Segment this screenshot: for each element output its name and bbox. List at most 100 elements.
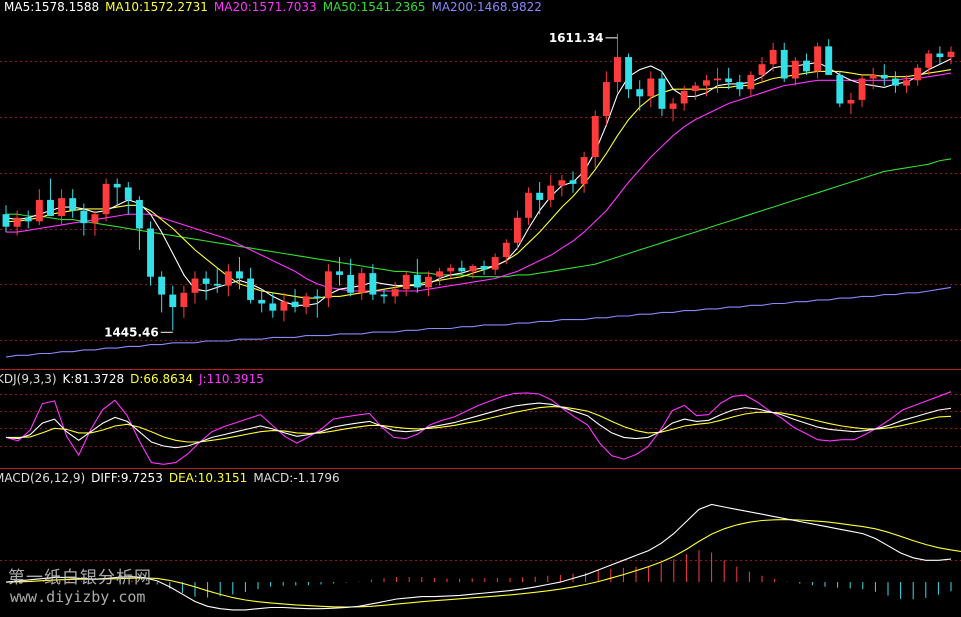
candle-body (369, 273, 377, 295)
watermark-url: www.diyizby.com (10, 588, 146, 606)
ma-line-ma200 (5, 286, 952, 358)
candle-body (124, 187, 132, 200)
candle-body (769, 49, 777, 65)
candle-body (736, 82, 744, 90)
candle-body (891, 78, 899, 86)
candle-body (947, 51, 955, 58)
candle-body (647, 78, 655, 97)
candle-body (869, 74, 877, 79)
candle-body (358, 273, 366, 293)
candle-body (269, 303, 277, 311)
candle-body (191, 278, 199, 293)
candle-body (880, 74, 888, 79)
candle-body (825, 46, 833, 75)
candle-body (436, 271, 444, 277)
legend-entry: K:81.3728 (62, 372, 125, 386)
candle-body (469, 266, 477, 272)
macd-legend: MACD(26,12,9) DIFF:9.7253 DEA:10.3151 MACD:… (0, 471, 346, 485)
candle-body (780, 49, 788, 79)
candle-body (447, 267, 455, 272)
candle-body (702, 80, 710, 86)
candle-body (213, 283, 221, 286)
candle-body (569, 180, 577, 184)
legend-entry: MA5:1578.1588 (4, 0, 100, 14)
candle-body (347, 274, 355, 293)
candle-body (458, 267, 466, 272)
candle-body (480, 266, 488, 270)
candle-body (13, 217, 21, 227)
candle-body (24, 217, 32, 222)
candle-body (69, 198, 77, 211)
candle-body (803, 60, 810, 72)
candle-body (291, 301, 299, 308)
kdj-line-j (5, 391, 952, 465)
candle-body (280, 301, 288, 311)
candle-body (413, 274, 421, 288)
candle-body (625, 57, 633, 90)
candle-body (324, 271, 332, 299)
watermark-title: 第一纸白银分析网 (8, 568, 152, 588)
candle-body (180, 292, 188, 308)
candle-body (536, 192, 544, 200)
candle-body (80, 210, 88, 224)
candle-body (224, 271, 232, 286)
candle-body (2, 214, 10, 227)
candle-body (58, 198, 66, 216)
low-label: 1445.46 (104, 325, 159, 339)
legend-entry: MACD(26,12,9) (0, 471, 86, 485)
ma-line-ma50 (6, 158, 952, 278)
candle-body (658, 78, 666, 109)
candle-body (380, 294, 388, 297)
candle-body (614, 57, 621, 83)
macd-dea-line (5, 519, 961, 608)
candle-body (158, 276, 166, 295)
candle-body (836, 74, 844, 104)
candle-body (714, 78, 721, 81)
candle-body (135, 199, 143, 229)
candle-body (336, 271, 343, 275)
candle-body (425, 276, 432, 288)
candle-body (402, 274, 410, 290)
kdj-legend: KDJ(9,3,3) K:81.3728 D:66.8634 J:110.3915 (0, 372, 270, 386)
legend-entry: MA10:1572.2731 (105, 0, 208, 14)
candle-body (903, 80, 910, 86)
candle-body (847, 99, 855, 104)
candle-body (35, 199, 43, 222)
candle-body (113, 183, 121, 188)
candle-body (525, 192, 532, 218)
high-label: 1611.34 (549, 31, 604, 45)
legend-entry: MA20:1571.7033 (213, 0, 317, 14)
candle-body (47, 199, 54, 216)
candle-body (914, 67, 922, 81)
legend-entry: MACD:-1.1796 (253, 471, 340, 485)
candle-body (391, 289, 399, 297)
candle-body (491, 257, 499, 270)
candle-body (258, 299, 266, 304)
kdj-line-k (5, 402, 952, 449)
candle-body (147, 228, 154, 277)
candle-body (102, 183, 110, 215)
candle-body (558, 180, 566, 186)
candle-body (758, 64, 766, 75)
ma-line-ma20 (6, 72, 952, 292)
legend-entry: DEA:10.3151 (168, 471, 248, 485)
candle-body (236, 271, 243, 279)
legend-entry: DIFF:9.7253 (91, 471, 163, 485)
candle-body (925, 53, 933, 68)
candle-body (547, 185, 555, 200)
candle-body (169, 294, 177, 308)
candle-body (747, 74, 755, 90)
candle-body (202, 278, 210, 284)
kdj-line-d (6, 406, 952, 443)
candle-body (580, 157, 588, 184)
candle-body (91, 214, 99, 224)
candle-body (313, 296, 321, 299)
legend-entry: J:110.3915 (199, 372, 264, 386)
candle-body (680, 91, 688, 104)
candle-body (247, 278, 255, 300)
candle-body (302, 296, 310, 308)
candle-body (814, 46, 822, 72)
candle-body (669, 103, 677, 109)
